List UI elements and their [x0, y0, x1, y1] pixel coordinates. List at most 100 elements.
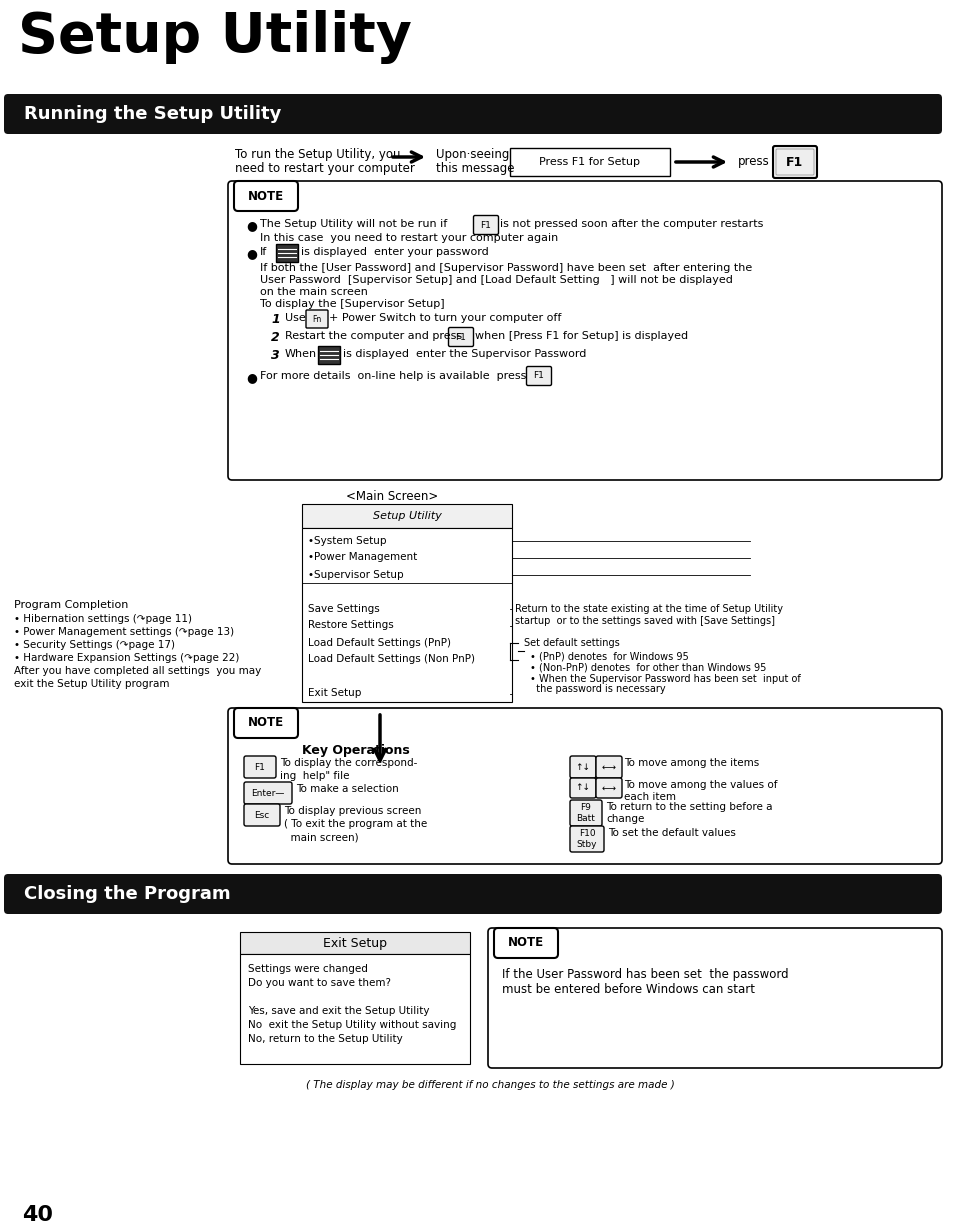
Bar	[302, 504, 512, 528]
FancyBboxPatch shape	[569, 778, 596, 797]
Text: ←→: ←→	[601, 784, 616, 793]
Text: F1: F1	[480, 220, 491, 230]
Text: • When the Supervisor Password has been set  input of: • When the Supervisor Password has been …	[530, 674, 800, 684]
FancyBboxPatch shape	[596, 778, 621, 797]
Text: •System Setup: •System Setup	[308, 536, 386, 545]
Text: F1: F1	[456, 333, 466, 341]
FancyBboxPatch shape	[228, 181, 941, 479]
Text: is not pressed soon after the computer restarts: is not pressed soon after the computer r…	[499, 219, 762, 229]
Bar	[302, 528, 512, 702]
Text: ↑↓: ↑↓	[575, 762, 590, 772]
FancyBboxPatch shape	[569, 756, 596, 778]
Text: NOTE: NOTE	[248, 717, 284, 729]
FancyBboxPatch shape	[494, 928, 558, 958]
Text: Exit Setup: Exit Setup	[308, 689, 361, 698]
FancyBboxPatch shape	[596, 756, 621, 778]
FancyBboxPatch shape	[772, 146, 816, 179]
Text: Running the Setup Utility: Running the Setup Utility	[24, 105, 281, 124]
FancyBboxPatch shape	[569, 826, 603, 852]
Text: F1: F1	[254, 762, 265, 772]
Text: Setup Utility: Setup Utility	[18, 10, 412, 64]
FancyBboxPatch shape	[4, 874, 941, 914]
Text: To display the [Supervisor Setup]: To display the [Supervisor Setup]	[260, 298, 444, 309]
Text: Enter—: Enter—	[251, 789, 284, 797]
Text: ↑↓: ↑↓	[575, 784, 590, 793]
Text: Press F1 for Setup: Press F1 for Setup	[539, 157, 639, 168]
Text: To run the Setup Utility, you: To run the Setup Utility, you	[234, 148, 400, 161]
Text: need to restart your computer: need to restart your computer	[234, 161, 415, 175]
Text: To move among the items: To move among the items	[623, 758, 759, 768]
FancyBboxPatch shape	[4, 94, 941, 135]
Bar	[510, 148, 669, 176]
Text: To return to the setting before a: To return to the setting before a	[605, 802, 772, 812]
Text: ●: ●	[246, 219, 256, 232]
Text: Setup Utility: Setup Utility	[373, 511, 441, 521]
Text: •Supervisor Setup: •Supervisor Setup	[308, 570, 403, 580]
Text: Use: Use	[285, 313, 305, 323]
Text: exit the Setup Utility program: exit the Setup Utility program	[14, 679, 170, 689]
Bar	[275, 245, 297, 262]
Text: ●: ●	[246, 371, 256, 384]
Text: User Password  [Supervisor Setup] and [Load Default Setting   ] will not be disp: User Password [Supervisor Setup] and [Lo…	[260, 275, 732, 285]
Text: If both the [User Password] and [Supervisor Password] have been set  after enter: If both the [User Password] and [Supervi…	[260, 263, 752, 273]
Text: If: If	[260, 247, 267, 257]
Text: this message: this message	[436, 161, 514, 175]
Text: For more details  on-line help is available  press: For more details on-line help is availab…	[260, 371, 526, 382]
Text: F10
Stby: F10 Stby	[577, 829, 597, 849]
Text: F9
Batt: F9 Batt	[576, 804, 595, 823]
Text: is displayed  enter your password: is displayed enter your password	[301, 247, 488, 257]
Text: The Setup Utility will not be run if: The Setup Utility will not be run if	[260, 219, 447, 229]
Text: To set the default values: To set the default values	[607, 828, 735, 838]
Text: Upon·seeing: Upon·seeing	[436, 148, 509, 161]
Text: •Power Management: •Power Management	[308, 553, 416, 563]
Text: Save Settings: Save Settings	[308, 603, 379, 614]
Text: press: press	[738, 155, 769, 169]
Text: ( To exit the program at the: ( To exit the program at the	[284, 819, 427, 829]
Text: when [Press F1 for Setup] is displayed: when [Press F1 for Setup] is displayed	[475, 331, 687, 341]
FancyBboxPatch shape	[448, 328, 473, 346]
FancyBboxPatch shape	[306, 309, 328, 328]
Text: Set default settings: Set default settings	[523, 638, 619, 648]
Text: Program Completion: Program Completion	[14, 600, 129, 610]
Text: 3: 3	[271, 349, 279, 362]
Text: No, return to the Setup Utility: No, return to the Setup Utility	[248, 1033, 402, 1044]
Bar	[240, 932, 470, 954]
Text: ing  help" file: ing help" file	[280, 770, 349, 781]
FancyBboxPatch shape	[233, 181, 297, 212]
Text: Return to the state existing at the time of Setup Utility
startup  or to the set: Return to the state existing at the time…	[515, 604, 782, 626]
Text: Yes, save and exit the Setup Utility: Yes, save and exit the Setup Utility	[248, 1007, 429, 1016]
Text: Restore Settings: Restore Settings	[308, 620, 394, 631]
Text: F1: F1	[533, 372, 544, 380]
Text: ←→: ←→	[601, 762, 616, 772]
Text: Restart the computer and press: Restart the computer and press	[285, 331, 461, 341]
Text: NOTE: NOTE	[507, 937, 543, 949]
Text: 40: 40	[22, 1205, 53, 1223]
Text: Settings were changed: Settings were changed	[248, 964, 368, 974]
FancyBboxPatch shape	[244, 804, 280, 826]
Text: <Main Screen>: <Main Screen>	[346, 490, 437, 503]
Text: If the User Password has been set  the password
must be entered before Windows c: If the User Password has been set the pa…	[501, 967, 788, 996]
Bar	[240, 954, 470, 1064]
FancyBboxPatch shape	[228, 708, 941, 863]
Text: on the main screen: on the main screen	[260, 287, 368, 297]
Text: When: When	[285, 349, 316, 360]
Text: Exit Setup: Exit Setup	[323, 937, 387, 949]
Text: F1: F1	[785, 155, 802, 169]
Text: Esc: Esc	[254, 811, 270, 819]
FancyBboxPatch shape	[473, 215, 498, 235]
Text: 2: 2	[271, 331, 279, 344]
Text: each item: each item	[623, 793, 676, 802]
Text: To display previous screen: To display previous screen	[284, 806, 421, 816]
FancyBboxPatch shape	[244, 781, 292, 804]
Text: the password is necessary: the password is necessary	[530, 685, 665, 695]
FancyBboxPatch shape	[488, 928, 941, 1068]
Text: Key Operations: Key Operations	[302, 744, 410, 757]
Text: In this case  you need to restart your computer again: In this case you need to restart your co…	[260, 234, 558, 243]
FancyBboxPatch shape	[569, 800, 601, 826]
Text: • Security Settings (↷page 17): • Security Settings (↷page 17)	[14, 640, 174, 649]
Text: Load Default Settings (PnP): Load Default Settings (PnP)	[308, 637, 451, 647]
Text: 1: 1	[271, 313, 279, 327]
FancyBboxPatch shape	[526, 367, 551, 385]
Text: After you have completed all settings  you may: After you have completed all settings yo…	[14, 667, 261, 676]
FancyBboxPatch shape	[775, 149, 813, 175]
